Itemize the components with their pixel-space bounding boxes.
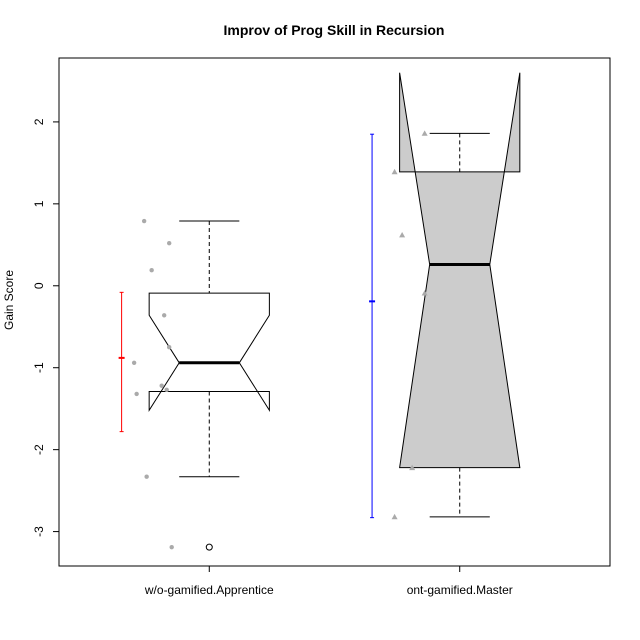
data-point: [167, 345, 172, 350]
data-point: [131, 360, 137, 365]
data-point: [421, 290, 428, 296]
data-point: [159, 383, 164, 388]
y-tick-label: -2: [32, 444, 46, 455]
data-point: [409, 464, 416, 471]
data-point: [391, 168, 398, 175]
data-point: [399, 231, 406, 238]
x-tick-label: w/o-gamified.Apprentice: [144, 583, 274, 597]
chart-title: Improv of Prog Skill in Recursion: [224, 22, 445, 38]
x-tick-label: ont-gamified.Master: [407, 583, 513, 597]
outlier-point: [205, 543, 213, 551]
y-tick-label: -3: [32, 526, 46, 537]
data-point: [144, 474, 149, 479]
y-tick-label: 0: [32, 282, 46, 289]
y-tick-label: 2: [32, 118, 46, 125]
plot-frame: [58, 57, 611, 567]
data-point: [161, 313, 167, 318]
data-point: [141, 218, 147, 224]
plot-layer: -3 -2 -1 0 1 2 w/o-gamified.Apprentice ont-gami…: [32, 72, 521, 597]
y-tick-label: -1: [32, 362, 46, 373]
data-point: [167, 240, 172, 246]
y-tick-label: 1: [32, 200, 46, 207]
notched-box: [399, 72, 521, 469]
data-point: [164, 387, 169, 393]
data-point: [169, 544, 174, 550]
data-point: [134, 391, 139, 397]
data-point: [149, 268, 154, 273]
y-axis-label: Gain Score: [2, 270, 16, 330]
data-point: [391, 513, 398, 520]
data-point: [421, 130, 428, 136]
